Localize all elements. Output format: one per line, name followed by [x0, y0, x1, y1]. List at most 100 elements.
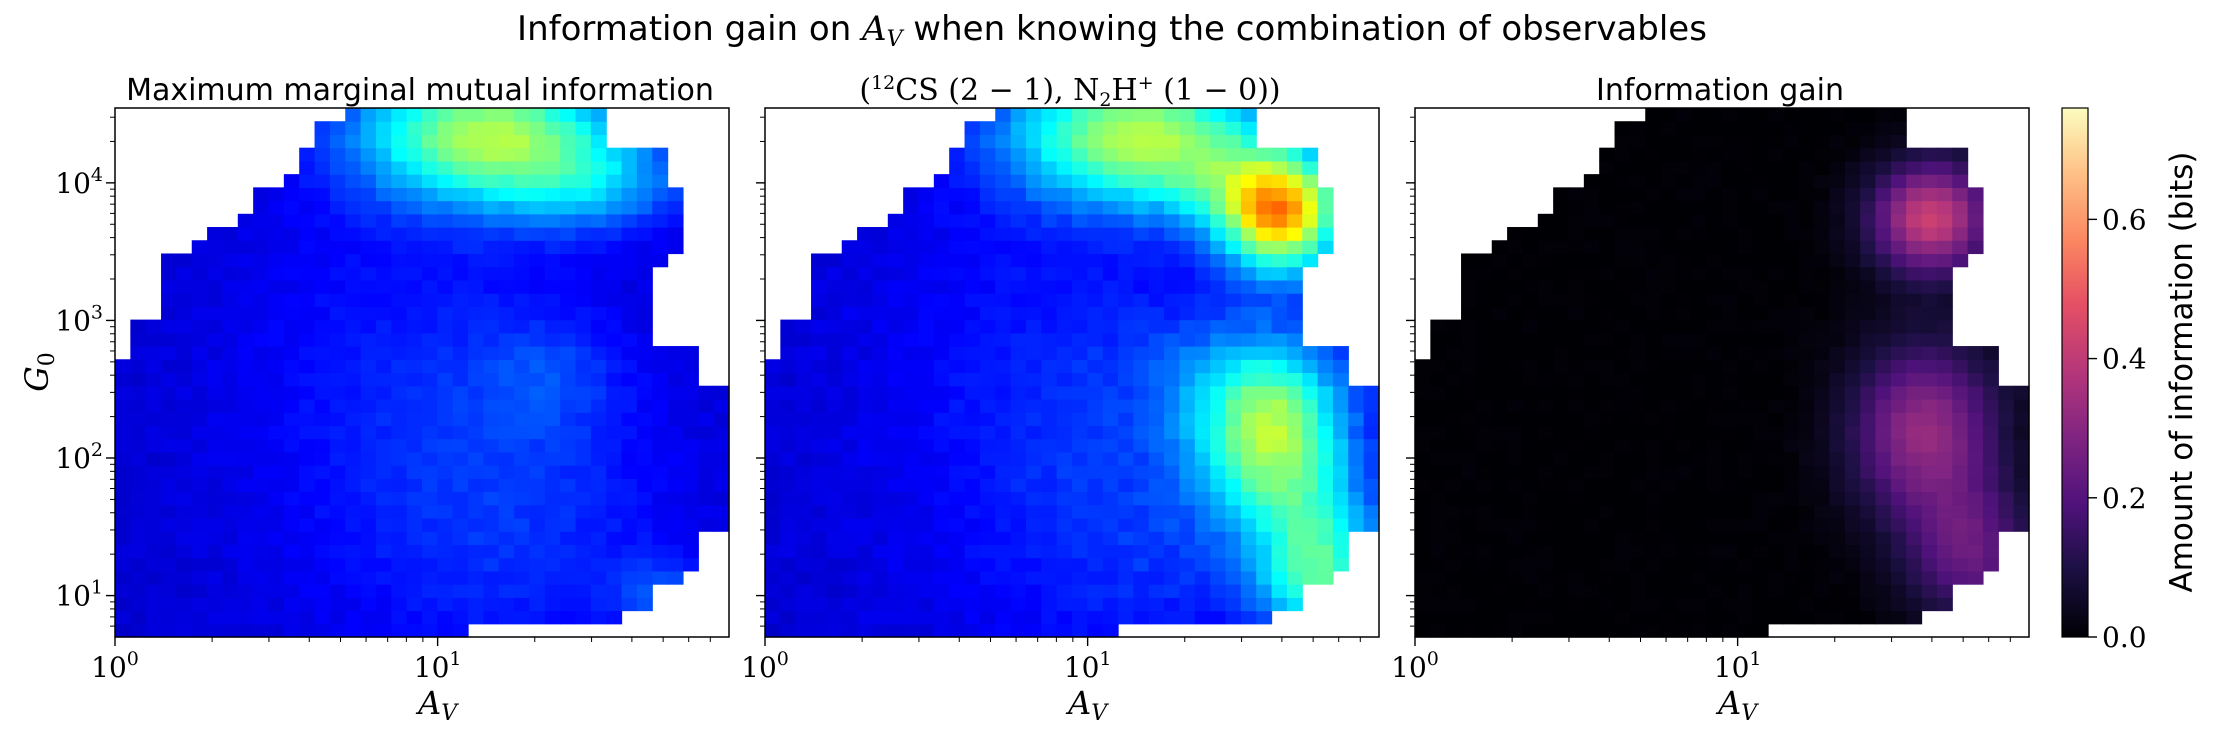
- heatmap-cell: [1583, 279, 1600, 294]
- heatmap-cell: [1583, 451, 1600, 466]
- heatmap-cell: [237, 306, 254, 321]
- heatmap-cell: [1890, 570, 1907, 585]
- heatmap-cell: [1553, 412, 1570, 426]
- heatmap-cell: [918, 385, 935, 400]
- heatmap-cell: [811, 385, 827, 400]
- heatmap-cell: [780, 491, 797, 506]
- heatmap-cell: [1507, 531, 1524, 546]
- heatmap-cell: [1583, 346, 1600, 360]
- heatmap-cell: [1271, 531, 1288, 546]
- heatmap-cell: [1583, 398, 1600, 413]
- heatmap-cell: [1476, 359, 1493, 374]
- heatmap-cell: [780, 478, 797, 493]
- heatmap-cell: [1829, 213, 1846, 228]
- heatmap-cell: [1829, 491, 1846, 506]
- heatmap-cell: [161, 570, 177, 585]
- heatmap-cell: [161, 610, 177, 625]
- heatmap-cell: [115, 438, 131, 453]
- heatmap-cell: [544, 134, 561, 149]
- heatmap-cell: [1507, 253, 1524, 268]
- heatmap-cell: [1614, 531, 1631, 546]
- heatmap-cell: [544, 597, 561, 612]
- heatmap-cell: [1737, 531, 1754, 546]
- heatmap-cell: [903, 584, 920, 598]
- heatmap-cell: [933, 557, 950, 572]
- heatmap-cell: [1921, 425, 1938, 440]
- heatmap-cell: [979, 610, 996, 625]
- heatmap-cell: [1982, 425, 1999, 440]
- heatmap-cell: [1491, 465, 1508, 479]
- heatmap-cell: [375, 544, 392, 559]
- heatmap-cell: [1814, 610, 1831, 625]
- heatmap-cell: [903, 478, 920, 493]
- heatmap-cell: [1967, 200, 1984, 215]
- heatmap-cell: [1737, 160, 1754, 175]
- heatmap-cell: [422, 557, 438, 572]
- heatmap-cell: [1118, 266, 1134, 281]
- heatmap-cell: [857, 557, 874, 572]
- heatmap-cell: [1783, 187, 1800, 202]
- heatmap-cell: [1768, 610, 1784, 625]
- heatmap-cell: [964, 438, 981, 453]
- heatmap-cell: [437, 253, 454, 268]
- heatmap-cell: [299, 346, 316, 360]
- heatmap-cell: [1798, 306, 1815, 321]
- heatmap-cell: [498, 504, 515, 519]
- heatmap-cell: [1645, 531, 1662, 546]
- heatmap-cell: [253, 279, 270, 294]
- heatmap-cell: [1148, 134, 1165, 149]
- heatmap-cell: [1829, 544, 1846, 559]
- heatmap-cell: [1256, 557, 1273, 572]
- heatmap-cell: [1537, 332, 1554, 347]
- heatmap-cell: [452, 306, 469, 321]
- heatmap-cell: [1798, 160, 1815, 175]
- heatmap-cell: [606, 412, 623, 426]
- heatmap-cell: [1967, 372, 1984, 387]
- heatmap-cell: [222, 597, 239, 612]
- heatmap-cell: [1599, 544, 1616, 559]
- heatmap-cell: [652, 147, 669, 162]
- heatmap-cell: [1179, 160, 1196, 175]
- heatmap-cell: [1133, 227, 1150, 241]
- heatmap-cell: [1691, 266, 1708, 281]
- heatmap-cell: [1148, 398, 1165, 413]
- heatmap-cell: [406, 398, 423, 413]
- heatmap-cell: [606, 570, 623, 585]
- heatmap-cell: [1890, 465, 1907, 479]
- heatmap-cell: [1445, 597, 1462, 612]
- heatmap-cell: [1752, 200, 1769, 215]
- heatmap-cell: [1286, 266, 1303, 281]
- heatmap-cell: [979, 121, 996, 136]
- heatmap-cell: [422, 544, 438, 559]
- heatmap-cell: [375, 293, 392, 307]
- heatmap-cell: [1148, 293, 1165, 307]
- heatmap-cell: [1164, 451, 1181, 466]
- heatmap-cell: [1072, 187, 1088, 202]
- heatmap-cell: [1844, 200, 1861, 215]
- heatmap-cell: [1967, 465, 1984, 479]
- heatmap-cell: [1164, 319, 1181, 334]
- heatmap-cell: [1814, 504, 1831, 519]
- heatmap-cell: [1461, 438, 1477, 453]
- heatmap-cell: [437, 504, 454, 519]
- heatmap-cell: [1752, 266, 1769, 281]
- heatmap-cell: [621, 306, 638, 321]
- heatmap-cell: [1952, 465, 1969, 479]
- heatmap-cell: [1706, 531, 1723, 546]
- heatmap-cell: [514, 610, 531, 625]
- heatmap-cell: [1445, 531, 1462, 546]
- heatmap-cell: [483, 227, 500, 241]
- heatmap-cell: [918, 623, 935, 638]
- heatmap-cell: [1164, 504, 1181, 519]
- heatmap-cell: [406, 438, 423, 453]
- heatmap-cell: [1829, 121, 1846, 136]
- heatmap-cell: [1798, 108, 1815, 122]
- heatmap-cell: [1798, 465, 1815, 479]
- heatmap-cell: [1041, 240, 1058, 255]
- heatmap-cell: [811, 359, 827, 374]
- colorbar-tick-label: 0.0: [2102, 621, 2147, 654]
- heatmap-cell: [1194, 584, 1211, 598]
- heatmap-cell: [406, 478, 423, 493]
- heatmap-cell: [391, 108, 408, 122]
- heatmap-cell: [1256, 584, 1273, 598]
